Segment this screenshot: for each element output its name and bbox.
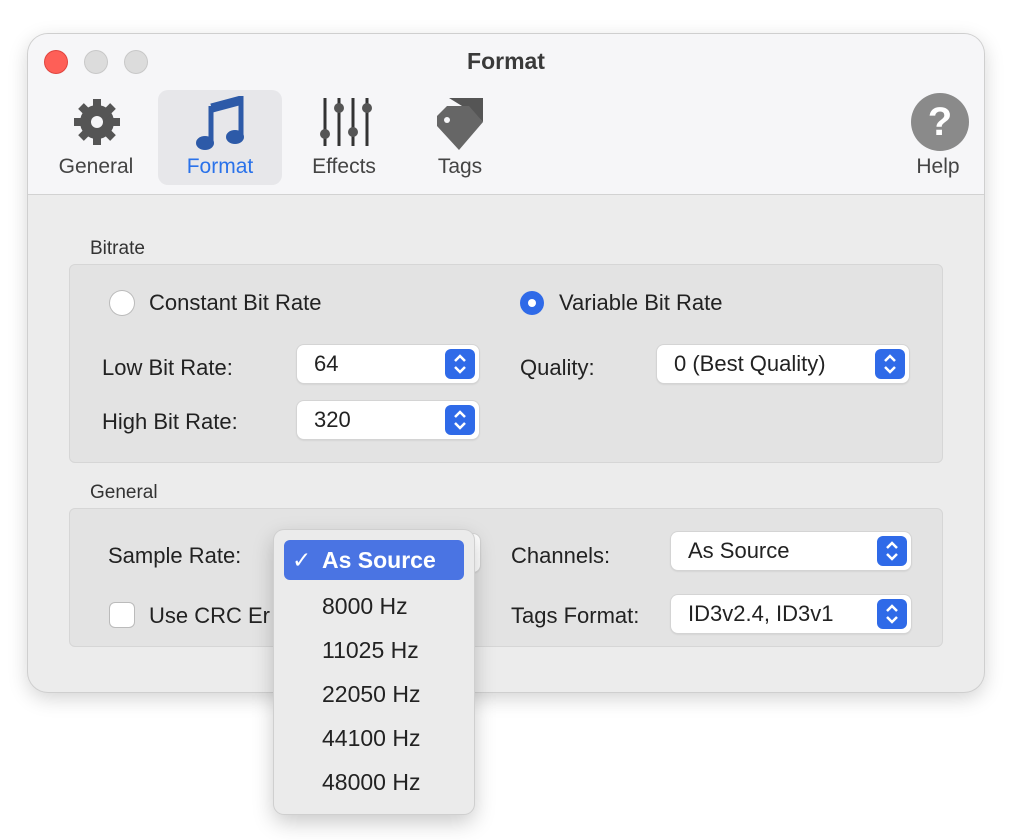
menu-item-label: 11025 Hz — [322, 637, 419, 663]
updown-chevron-icon — [877, 536, 907, 566]
tab-tags[interactable]: Tags — [398, 90, 522, 185]
gear-icon — [74, 99, 120, 145]
general-group-title: General — [90, 482, 158, 503]
tab-label: Tags — [437, 155, 483, 178]
cbr-radio[interactable] — [110, 291, 134, 315]
question-icon: ? — [911, 93, 969, 151]
tab-label: General — [58, 155, 134, 178]
minimize-button[interactable] — [85, 51, 107, 73]
vbr-radio[interactable] — [520, 291, 544, 315]
menu-item-label: 44100 Hz — [322, 725, 421, 751]
tab-general[interactable]: General — [34, 90, 158, 185]
high-bitrate-label: High Bit Rate: — [102, 409, 238, 434]
select-value: 0 (Best Quality) — [674, 351, 826, 376]
tab-effects[interactable]: Effects — [282, 90, 406, 185]
menu-item-label: 48000 Hz — [322, 769, 421, 795]
help-button[interactable]: ? Help — [876, 90, 984, 185]
menu-item-as-source[interactable]: ✓ As Source — [284, 540, 464, 580]
tab-label: Format — [186, 155, 254, 178]
quality-select[interactable]: 0 (Best Quality) — [657, 345, 909, 383]
menu-item-label: 22050 Hz — [322, 681, 421, 707]
tab-format[interactable]: Format — [158, 90, 282, 185]
menu-item-44100[interactable]: 44100 Hz — [274, 718, 474, 758]
crc-checkbox[interactable] — [110, 603, 134, 627]
zoom-button[interactable] — [125, 51, 147, 73]
toolbar: Format General Format Effects Tags ? Hel… — [28, 34, 984, 195]
quality-label: Quality: — [520, 355, 595, 380]
cbr-label: Constant Bit Rate — [149, 290, 322, 315]
select-value: ID3v2.4, ID3v1 — [688, 601, 834, 626]
music-note-icon — [196, 96, 244, 150]
updown-chevron-icon — [877, 599, 907, 629]
menu-item-label: As Source — [322, 547, 436, 573]
updown-chevron-icon — [445, 349, 475, 379]
bitrate-group-title: Bitrate — [90, 238, 145, 259]
crc-label: Use CRC Er — [149, 603, 271, 628]
channels-select[interactable]: As Source — [671, 532, 911, 570]
select-value: As Source — [688, 538, 790, 563]
tags-format-select[interactable]: ID3v2.4, ID3v1 — [671, 595, 911, 633]
sample-rate-menu: ✓ As Source 8000 Hz 11025 Hz 22050 Hz 441… — [274, 530, 474, 814]
close-button[interactable] — [45, 51, 67, 73]
low-bitrate-select[interactable]: 64 — [297, 345, 479, 383]
select-value: 320 — [314, 407, 351, 432]
high-bitrate-select[interactable]: 320 — [297, 401, 479, 439]
tags-format-label: Tags Format: — [511, 603, 640, 628]
channels-label: Channels: — [511, 543, 611, 568]
preferences-window: Format General Format Effects Tags ? Hel… — [28, 34, 984, 692]
low-bitrate-label: Low Bit Rate: — [102, 355, 233, 380]
vbr-label: Variable Bit Rate — [559, 290, 723, 315]
help-label: Help — [916, 155, 960, 178]
select-value: 64 — [314, 351, 339, 376]
updown-chevron-icon — [875, 349, 905, 379]
menu-item-22050[interactable]: 22050 Hz — [274, 674, 474, 714]
tag-icon — [437, 98, 483, 150]
menu-item-label: 8000 Hz — [322, 593, 408, 619]
checkmark-icon: ✓ — [292, 547, 312, 573]
menu-item-48000[interactable]: 48000 Hz — [274, 762, 474, 802]
menu-item-11025[interactable]: 11025 Hz — [274, 630, 474, 670]
sliders-icon — [320, 98, 372, 146]
updown-chevron-icon — [445, 405, 475, 435]
menu-item-8000[interactable]: 8000 Hz — [274, 586, 474, 626]
tab-label: Effects — [312, 155, 376, 178]
window-title: Format — [467, 48, 545, 74]
sample-rate-label: Sample Rate: — [108, 543, 242, 568]
